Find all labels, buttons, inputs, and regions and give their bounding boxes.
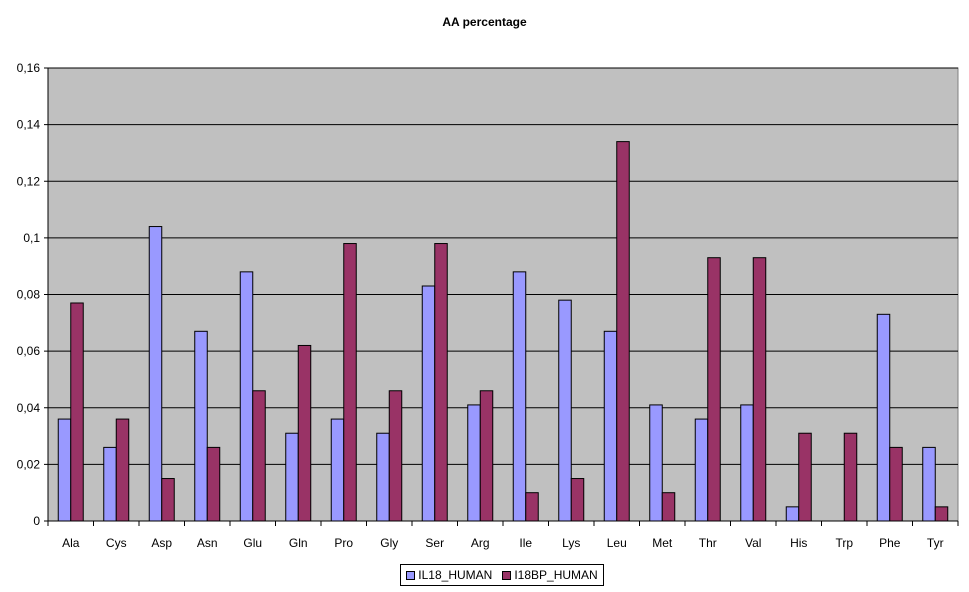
bar-IL18_HUMAN-Lys <box>558 299 572 522</box>
x-tick-label: Asp <box>151 536 172 550</box>
x-tick-label: Val <box>745 536 761 550</box>
bar-I18BP_HUMAN-Asn <box>206 446 221 522</box>
bar-IL18_HUMAN-Glu <box>239 271 254 522</box>
bar-I18BP_HUMAN-Tyr <box>934 506 949 522</box>
y-tick-label: 0,02 <box>17 457 41 471</box>
x-tick-label: Arg <box>471 536 490 550</box>
bar-I18BP_HUMAN-His <box>798 432 812 522</box>
chart-legend: IL18_HUMAN I18BP_HUMAN <box>400 564 604 586</box>
bar-IL18_HUMAN-Val <box>740 404 754 522</box>
x-tick-label: Met <box>652 536 673 550</box>
bar-I18BP_HUMAN-Asp <box>161 478 175 522</box>
bar-I18BP_HUMAN-Gln <box>297 344 312 522</box>
bar-I18BP_HUMAN-Arg <box>479 390 494 522</box>
legend-swatch-series-1 <box>406 570 416 580</box>
y-tick-label: 0,14 <box>17 118 41 132</box>
x-tick-label: Ser <box>425 536 444 550</box>
x-tick-label: Thr <box>699 536 717 550</box>
bar-IL18_HUMAN-Ser <box>421 285 436 522</box>
bar-I18BP_HUMAN-Ala <box>70 302 84 522</box>
bar-I18BP_HUMAN-Pro <box>343 243 357 522</box>
bar-IL18_HUMAN-Leu <box>603 330 618 522</box>
bar-I18BP_HUMAN-Trp <box>843 432 858 522</box>
bar-I18BP_HUMAN-Phe <box>889 446 903 522</box>
y-tick-label: 0,16 <box>17 61 41 75</box>
bar-IL18_HUMAN-Gln <box>285 432 299 522</box>
x-tick-label: Ala <box>62 536 80 550</box>
x-tick-label: Gly <box>380 536 398 550</box>
bar-IL18_HUMAN-Tyr <box>922 446 936 522</box>
legend-label-series-2: I18BP_HUMAN <box>514 568 598 582</box>
bar-I18BP_HUMAN-Cys <box>115 418 130 522</box>
x-tick-label: Gln <box>289 536 308 550</box>
y-tick-label: 0,12 <box>17 174 41 188</box>
bar-I18BP_HUMAN-Lys <box>570 478 585 522</box>
x-tick-label: Cys <box>106 536 127 550</box>
bar-IL18_HUMAN-Phe <box>876 313 891 522</box>
bar-I18BP_HUMAN-Ile <box>525 492 539 522</box>
bar-IL18_HUMAN-Pro <box>330 418 345 522</box>
bar-I18BP_HUMAN-Ser <box>434 243 448 522</box>
legend-item-series-1: IL18_HUMAN <box>406 568 492 582</box>
y-tick-label: 0,1 <box>23 231 40 245</box>
bar-IL18_HUMAN-Thr <box>694 418 709 522</box>
bar-IL18_HUMAN-Arg <box>467 404 481 522</box>
bar-IL18_HUMAN-Asn <box>194 330 208 522</box>
bar-IL18_HUMAN-Gly <box>376 432 390 522</box>
bar-IL18_HUMAN-Asp <box>148 226 163 522</box>
x-tick-label: Leu <box>607 536 627 550</box>
bar-IL18_HUMAN-Ala <box>57 418 72 522</box>
x-tick-label: Glu <box>243 536 262 550</box>
bar-IL18_HUMAN-Cys <box>103 446 117 522</box>
y-tick-label: 0,04 <box>17 401 41 415</box>
x-tick-label: Trp <box>835 536 853 550</box>
legend-item-series-2: I18BP_HUMAN <box>502 568 598 582</box>
y-tick-label: 0 <box>33 514 40 528</box>
x-tick-label: Ile <box>519 536 532 550</box>
bar-IL18_HUMAN-Met <box>649 404 663 522</box>
bar-I18BP_HUMAN-Leu <box>616 141 630 522</box>
x-tick-label: Lys <box>562 536 580 550</box>
bar-I18BP_HUMAN-Met <box>661 492 676 522</box>
chart-title: AA percentage <box>442 15 527 29</box>
bar-I18BP_HUMAN-Glu <box>252 390 266 522</box>
bar-I18BP_HUMAN-Thr <box>707 257 721 522</box>
legend-swatch-series-2 <box>502 570 512 580</box>
x-tick-label: Asn <box>197 536 218 550</box>
x-tick-label: Pro <box>334 536 353 550</box>
x-tick-label: Tyr <box>927 536 944 550</box>
x-tick-label: Phe <box>879 536 901 550</box>
x-tick-label: His <box>790 536 807 550</box>
legend-label-series-1: IL18_HUMAN <box>418 568 493 582</box>
y-tick-label: 0,08 <box>17 288 41 302</box>
bar-IL18_HUMAN-His <box>785 506 800 522</box>
bar-I18BP_HUMAN-Gly <box>388 390 403 522</box>
bar-I18BP_HUMAN-Val <box>752 257 767 522</box>
y-tick-label: 0,06 <box>17 344 41 358</box>
bar-IL18_HUMAN-Ile <box>512 271 527 522</box>
